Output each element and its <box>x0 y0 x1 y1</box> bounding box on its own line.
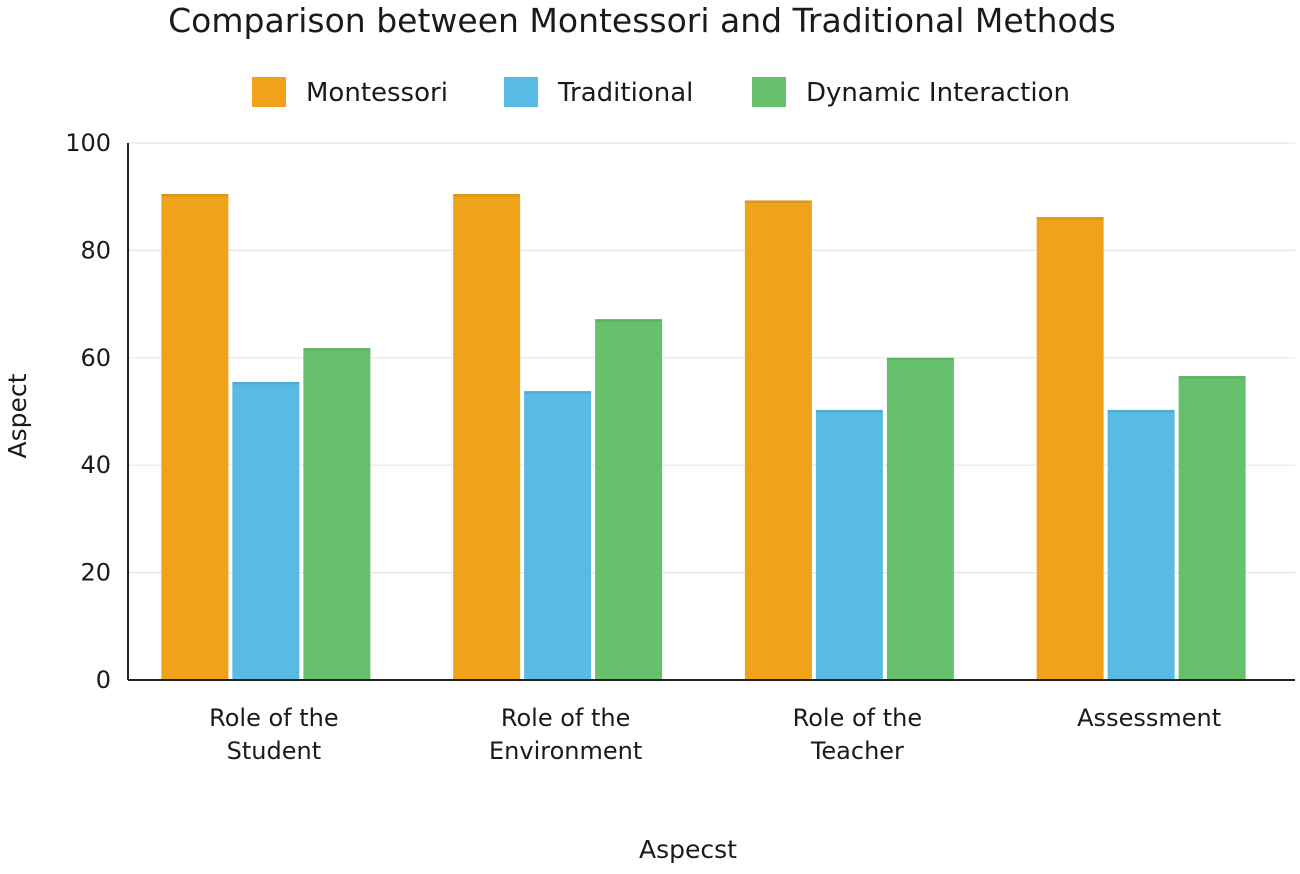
bar-top-edge <box>1036 217 1104 220</box>
legend-label: Dynamic Interaction <box>806 78 1070 108</box>
y-axis-label: Aspect <box>3 373 32 458</box>
bar-dynamic-interaction-1 <box>595 319 663 680</box>
bar-top-edge <box>1178 376 1246 379</box>
chart-title: Comparison between Montessori and Tradit… <box>168 1 1116 40</box>
axes <box>127 143 1295 681</box>
y-tick-label: 0 <box>96 666 111 694</box>
x-category-labels: Role of the Student Role of the Environment… <box>209 704 1221 765</box>
x-category-label: Role of the Student <box>209 704 339 765</box>
legend-swatch-traditional <box>504 77 538 107</box>
legend-swatch-dynamic-interaction <box>752 77 786 107</box>
bar-montessori-3 <box>1036 217 1104 680</box>
y-tick-label: 80 <box>80 236 111 264</box>
x-category-label: Assessment <box>1077 704 1221 732</box>
y-tick-label: 20 <box>80 559 111 587</box>
bar-top-edge <box>303 348 371 351</box>
legend-label: Traditional <box>557 78 693 108</box>
bar-dynamic-interaction-2 <box>886 357 954 680</box>
y-tick-label: 40 <box>80 451 111 479</box>
bar-traditional-3 <box>1107 409 1175 680</box>
bar-top-edge <box>886 357 954 361</box>
bar-traditional-2 <box>815 409 883 680</box>
bar-dynamic-interaction-3 <box>1178 376 1246 680</box>
x-category-label: Role of the Teacher <box>793 704 923 765</box>
bar-montessori-1 <box>453 194 521 680</box>
x-axis-label: Aspecst <box>639 835 737 864</box>
y-tick-labels: 0 20 40 60 80 100 <box>65 129 111 694</box>
y-tick-label: 100 <box>65 129 111 157</box>
bar-montessori-0 <box>161 194 229 680</box>
bar-traditional-1 <box>524 391 592 680</box>
legend-label: Montessori <box>306 78 448 108</box>
bars <box>161 194 1246 681</box>
bar-top-edge <box>524 391 592 394</box>
legend-swatch-montessori <box>252 77 286 107</box>
y-tick-label: 60 <box>80 344 111 372</box>
bar-top-edge <box>744 200 812 203</box>
bar-top-edge <box>1107 409 1175 413</box>
bar-top-edge <box>595 319 663 322</box>
bar-dynamic-interaction-0 <box>303 348 371 680</box>
bar-top-edge <box>232 381 300 385</box>
bar-top-edge <box>815 409 883 413</box>
bar-traditional-0 <box>232 381 300 680</box>
legend: Montessori Traditional Dynamic Interaction <box>252 77 1070 108</box>
bar-montessori-2 <box>744 200 812 681</box>
bar-top-edge <box>453 194 521 197</box>
x-category-label: Role of the Environment <box>489 704 642 765</box>
bar-top-edge <box>161 194 229 197</box>
